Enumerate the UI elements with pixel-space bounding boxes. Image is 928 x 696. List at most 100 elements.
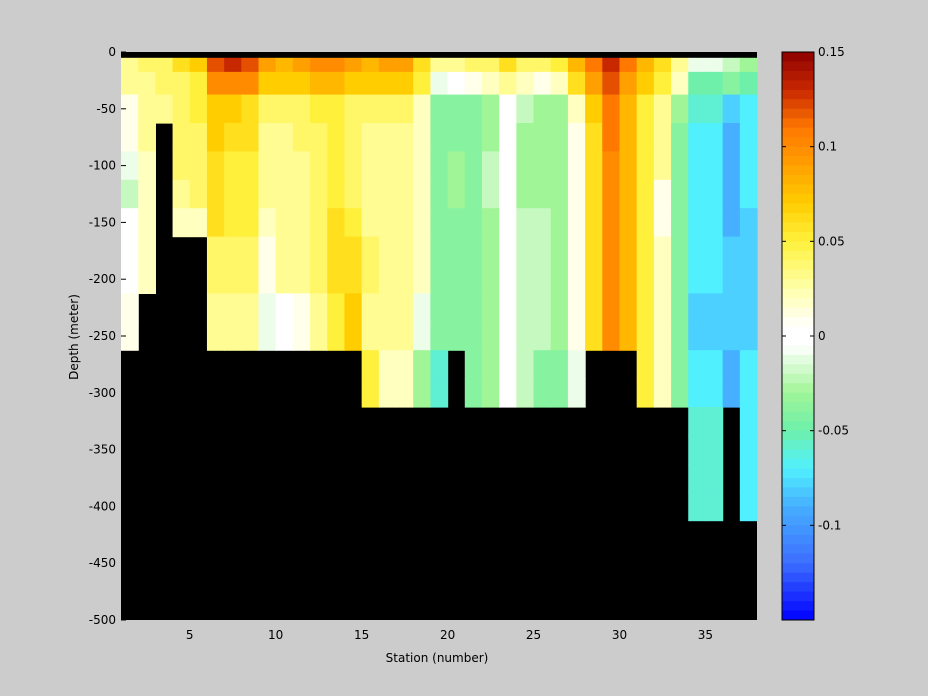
heatmap-cell bbox=[585, 123, 603, 152]
heatmap-cell bbox=[361, 350, 380, 380]
colorbar-segment bbox=[782, 392, 814, 403]
heatmap-cell bbox=[653, 350, 672, 380]
heatmap-cell bbox=[653, 378, 672, 408]
colorbar-segment bbox=[782, 601, 814, 612]
heatmap-cell bbox=[378, 151, 397, 181]
colorbar-tick-label: 0.05 bbox=[818, 234, 845, 248]
heatmap-cell bbox=[292, 179, 311, 209]
heatmap-cell bbox=[619, 71, 638, 96]
heatmap-cell bbox=[310, 57, 328, 73]
heatmap-cell bbox=[292, 94, 311, 124]
heatmap-cell bbox=[516, 293, 535, 323]
heatmap-cell bbox=[275, 94, 294, 124]
heatmap-cell bbox=[653, 236, 672, 266]
heatmap-cell bbox=[671, 71, 689, 96]
y-tick-label: -500 bbox=[89, 613, 116, 627]
heatmap-cell bbox=[138, 179, 156, 209]
heatmap-cell bbox=[533, 350, 552, 380]
heatmap-cell bbox=[275, 321, 294, 351]
heatmap-cell bbox=[464, 179, 483, 209]
heatmap-cell bbox=[121, 151, 139, 181]
heatmap-cell bbox=[361, 321, 380, 351]
heatmap-cell bbox=[705, 435, 724, 465]
heatmap-cell bbox=[688, 151, 707, 181]
heatmap-cell bbox=[671, 350, 689, 380]
heatmap-cell bbox=[671, 94, 689, 124]
colorbar-segment bbox=[782, 70, 814, 81]
heatmap-cell bbox=[241, 179, 260, 209]
heatmap-cell bbox=[705, 57, 724, 73]
heatmap-cell bbox=[585, 236, 603, 266]
heatmap-cell bbox=[138, 208, 156, 238]
heatmap-cell bbox=[567, 179, 586, 209]
heatmap-cell bbox=[464, 94, 483, 124]
heatmap-cell bbox=[258, 151, 277, 181]
heatmap-cell bbox=[619, 94, 638, 124]
colorbar-tick-label: -0.05 bbox=[818, 424, 849, 438]
heatmap-cell bbox=[653, 151, 672, 181]
x-tick-label: 35 bbox=[698, 628, 713, 642]
heatmap-cell bbox=[430, 236, 449, 266]
heatmap-cell bbox=[550, 123, 569, 152]
heatmap-cell bbox=[688, 435, 707, 465]
heatmap-cell bbox=[206, 208, 225, 238]
y-tick-label: -150 bbox=[89, 215, 116, 229]
colorbar-segment bbox=[782, 610, 814, 621]
heatmap-cell bbox=[705, 208, 724, 238]
heatmap-cell bbox=[705, 407, 724, 436]
heatmap-cell bbox=[636, 123, 655, 152]
heatmap-cell bbox=[430, 321, 449, 351]
x-tick-label: 25 bbox=[526, 628, 541, 642]
heatmap-cell bbox=[636, 321, 655, 351]
heatmap-cell bbox=[275, 71, 294, 96]
colorbar-segment bbox=[782, 336, 814, 346]
heatmap-cell bbox=[378, 350, 397, 380]
heatmap-cell bbox=[739, 350, 758, 380]
heatmap-cell bbox=[705, 378, 724, 408]
heatmap-cell bbox=[636, 236, 655, 266]
heatmap-cell bbox=[310, 151, 328, 181]
heatmap-cell bbox=[567, 123, 586, 152]
heatmap-cell bbox=[516, 94, 535, 124]
colorbar-segment bbox=[782, 364, 814, 375]
heatmap-cell bbox=[344, 236, 363, 266]
heatmap-cell bbox=[361, 94, 380, 124]
heatmap-cell bbox=[121, 94, 139, 124]
heatmap-cell bbox=[310, 236, 328, 266]
heatmap-cell bbox=[533, 321, 552, 351]
heatmap-cell bbox=[224, 265, 242, 294]
heatmap-cell bbox=[361, 378, 380, 408]
heatmap-cell bbox=[396, 123, 414, 152]
heatmap-cell bbox=[327, 123, 346, 152]
heatmap-cell bbox=[464, 57, 483, 73]
heatmap-cell bbox=[430, 123, 449, 152]
colorbar-segment bbox=[782, 402, 814, 413]
colorbar-segment bbox=[782, 298, 814, 309]
heatmap-cell bbox=[481, 123, 500, 152]
heatmap-cell bbox=[653, 71, 672, 96]
heatmap-cell bbox=[413, 350, 432, 380]
heatmap-cell bbox=[705, 492, 724, 522]
colorbar-segment bbox=[782, 326, 814, 337]
heatmap-cell bbox=[550, 57, 569, 73]
heatmap-cells bbox=[121, 52, 758, 522]
heatmap-cell bbox=[619, 123, 638, 152]
heatmap-cell bbox=[224, 293, 242, 323]
heatmap-cell bbox=[636, 57, 655, 73]
colorbar-segment bbox=[782, 440, 814, 451]
heatmap-cell bbox=[378, 378, 397, 408]
y-tick-label: -50 bbox=[96, 102, 116, 116]
colorbar-segment bbox=[782, 449, 814, 460]
heatmap-cell bbox=[241, 71, 260, 96]
y-tick-label: -100 bbox=[89, 159, 116, 173]
heatmap-cell bbox=[378, 179, 397, 209]
heatmap-cell bbox=[585, 179, 603, 209]
heatmap-cell bbox=[310, 123, 328, 152]
heatmap-cell bbox=[516, 71, 535, 96]
heatmap-cell bbox=[688, 179, 707, 209]
heatmap-cell bbox=[653, 94, 672, 124]
heatmap-cell bbox=[447, 57, 466, 73]
heatmap-cell bbox=[619, 179, 638, 209]
heatmap-cell bbox=[550, 151, 569, 181]
heatmap-cell bbox=[413, 321, 432, 351]
